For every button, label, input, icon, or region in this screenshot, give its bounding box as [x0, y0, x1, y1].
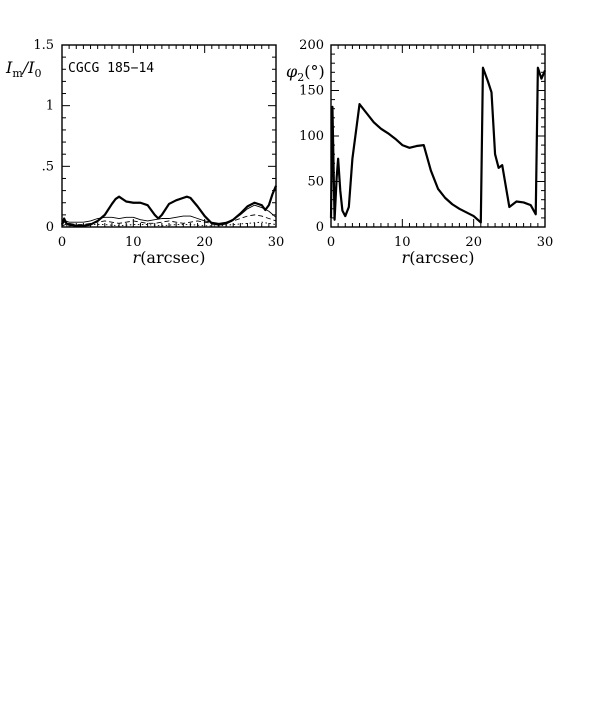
left-ytick-label-0.5: .5	[42, 159, 54, 174]
left-panel: 0 10 20 30 0 .5 1 1.5 Im/I0 r(arcsec) CG…	[5, 38, 284, 267]
left-ytick-label-1: 1	[46, 99, 54, 114]
left-series-line-solid-thin	[61, 204, 277, 225]
right-series-line-solid-thick	[329, 66, 547, 224]
left-xtick-label-0: 0	[58, 235, 66, 250]
right-x-ticks	[330, 45, 546, 227]
left-xtick-label-30: 30	[268, 235, 285, 250]
left-series-line-solid-thick	[60, 185, 278, 227]
right-xtick-label-0: 0	[327, 235, 335, 250]
right-y-axis-label: φ2(°)	[286, 62, 325, 84]
left-ytick-label-0: 0	[46, 220, 54, 235]
right-ytick-label-50: 50	[307, 175, 324, 190]
right-xtick-label-10: 10	[394, 235, 411, 250]
left-y-axis-label: Im/I0	[5, 58, 41, 80]
right-plot-frame	[330, 44, 546, 228]
left-series-line-dashed	[61, 214, 277, 227]
right-ytick-label-0: 0	[316, 220, 324, 235]
left-y-ticks	[62, 44, 276, 228]
galaxy-name-label: CGCG 185−14	[68, 61, 154, 76]
right-xtick-label-20: 20	[465, 235, 482, 250]
right-ytick-label-100: 100	[299, 129, 324, 144]
right-panel: 0 10 20 30 0 50 100 150 200 φ2(°) r(arcs…	[286, 38, 553, 267]
left-xtick-label-20: 20	[196, 235, 213, 250]
right-y-ticks	[331, 44, 545, 228]
right-ytick-label-200: 200	[299, 38, 324, 53]
left-xtick-label-10: 10	[125, 235, 142, 250]
right-xtick-label-30: 30	[537, 235, 554, 250]
left-series-group	[60, 185, 278, 227]
left-ytick-label-1.5: 1.5	[33, 38, 54, 53]
left-x-axis-label: r(arcsec)	[133, 248, 206, 267]
right-series-group	[329, 66, 547, 224]
right-x-axis-label: r(arcsec)	[402, 248, 475, 267]
right-ytick-label-150: 150	[299, 84, 324, 99]
